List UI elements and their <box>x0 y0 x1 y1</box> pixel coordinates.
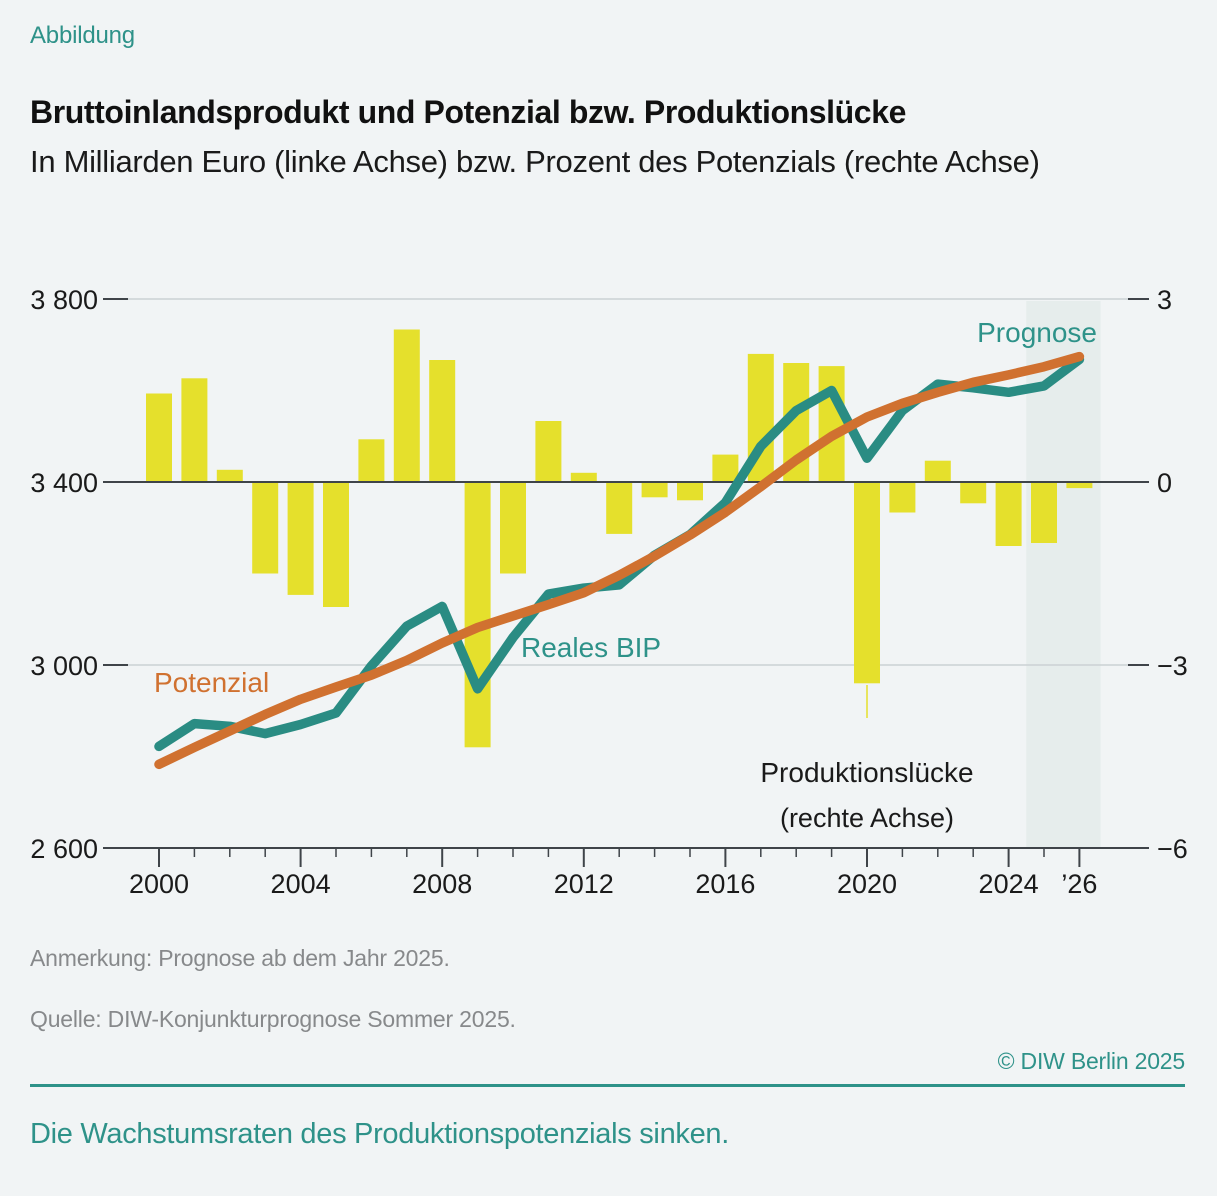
bar-2020 <box>854 482 880 684</box>
forecast-band <box>1026 301 1101 848</box>
bar-2014 <box>641 482 668 498</box>
bar-2016 <box>712 454 739 482</box>
right-axis-label-0: 0 <box>1157 468 1172 498</box>
bar-2015 <box>677 482 703 501</box>
left-axis-label-3800: 3 800 <box>30 285 98 315</box>
bar-2012 <box>570 472 597 482</box>
right-axis-label--3: −3 <box>1157 651 1188 681</box>
label-produktionsluecke: Produktionslücke <box>760 757 973 788</box>
bar-2006 <box>358 439 385 482</box>
note-text: Anmerkung: Prognose ab dem Jahr 2025. <box>30 945 450 971</box>
page-title: Bruttoinlandsprodukt und Potenzial bzw. … <box>30 94 906 130</box>
page-subtitle: In Milliarden Euro (linke Achse) bzw. Pr… <box>30 144 1040 179</box>
left-axis-label-3000: 3 000 <box>30 651 98 681</box>
bar-2003 <box>252 482 279 574</box>
bar-2005 <box>323 482 349 607</box>
bar-2004 <box>287 482 314 595</box>
bar-2007 <box>393 329 420 482</box>
bar-2011 <box>535 421 562 482</box>
left-axis-label-2600: 2 600 <box>30 834 98 864</box>
chart-area: 3 800 3 400 3 000 2 600 3 0 −3 −6 2000 2004 2008 20… <box>0 268 1217 908</box>
x-axis-label-2026: ’26 <box>1061 869 1097 899</box>
label-reales-bip: Reales BIP <box>521 632 661 663</box>
x-axis-label-2008: 2008 <box>412 869 472 899</box>
bar-2010 <box>500 482 526 574</box>
bar-2008 <box>429 360 456 482</box>
bar-2023 <box>960 482 987 504</box>
divider-rule <box>30 1084 1185 1087</box>
x-axis-label-2004: 2004 <box>271 869 331 899</box>
label-produktionsluecke-sub: (rechte Achse) <box>780 803 954 833</box>
x-axis-label-2016: 2016 <box>695 869 755 899</box>
bar-2009 <box>464 482 491 748</box>
copyright-text: © DIW Berlin 2025 <box>997 1048 1186 1074</box>
label-prognose: Prognose <box>977 317 1097 348</box>
x-axis-label-2024: 2024 <box>979 869 1039 899</box>
bar-2021 <box>889 482 916 513</box>
x-axis-label-2012: 2012 <box>554 869 614 899</box>
bar-2026 <box>1066 482 1093 489</box>
source-text: Quelle: DIW-Konjunkturprognose Sommer 20… <box>30 1006 516 1032</box>
takeaway-text: Die Wachstumsraten des Produktionspotenz… <box>30 1118 730 1150</box>
bar-2024 <box>995 482 1022 546</box>
line-potenzial <box>154 351 1085 770</box>
right-axis-label-3: 3 <box>1157 285 1172 315</box>
bar-2000 <box>146 393 172 482</box>
label-potenzial: Potenzial <box>154 667 269 698</box>
bar-2013 <box>606 482 633 534</box>
bar-2002 <box>216 469 243 482</box>
bar-2001 <box>181 378 208 482</box>
x-axis-label-2000: 2000 <box>129 869 189 899</box>
header-kicker: Abbildung <box>30 22 135 49</box>
bar-2019 <box>818 366 845 482</box>
left-axis-label-3400: 3 400 <box>30 468 98 498</box>
bar-2025 <box>1031 482 1057 543</box>
x-axis-label-2020: 2020 <box>837 869 897 899</box>
chart-svg: 3 800 3 400 3 000 2 600 3 0 −3 −6 2000 2004 2008 20… <box>30 285 1188 899</box>
bar-2022 <box>924 460 951 482</box>
right-axis-label--6: −6 <box>1157 834 1188 864</box>
